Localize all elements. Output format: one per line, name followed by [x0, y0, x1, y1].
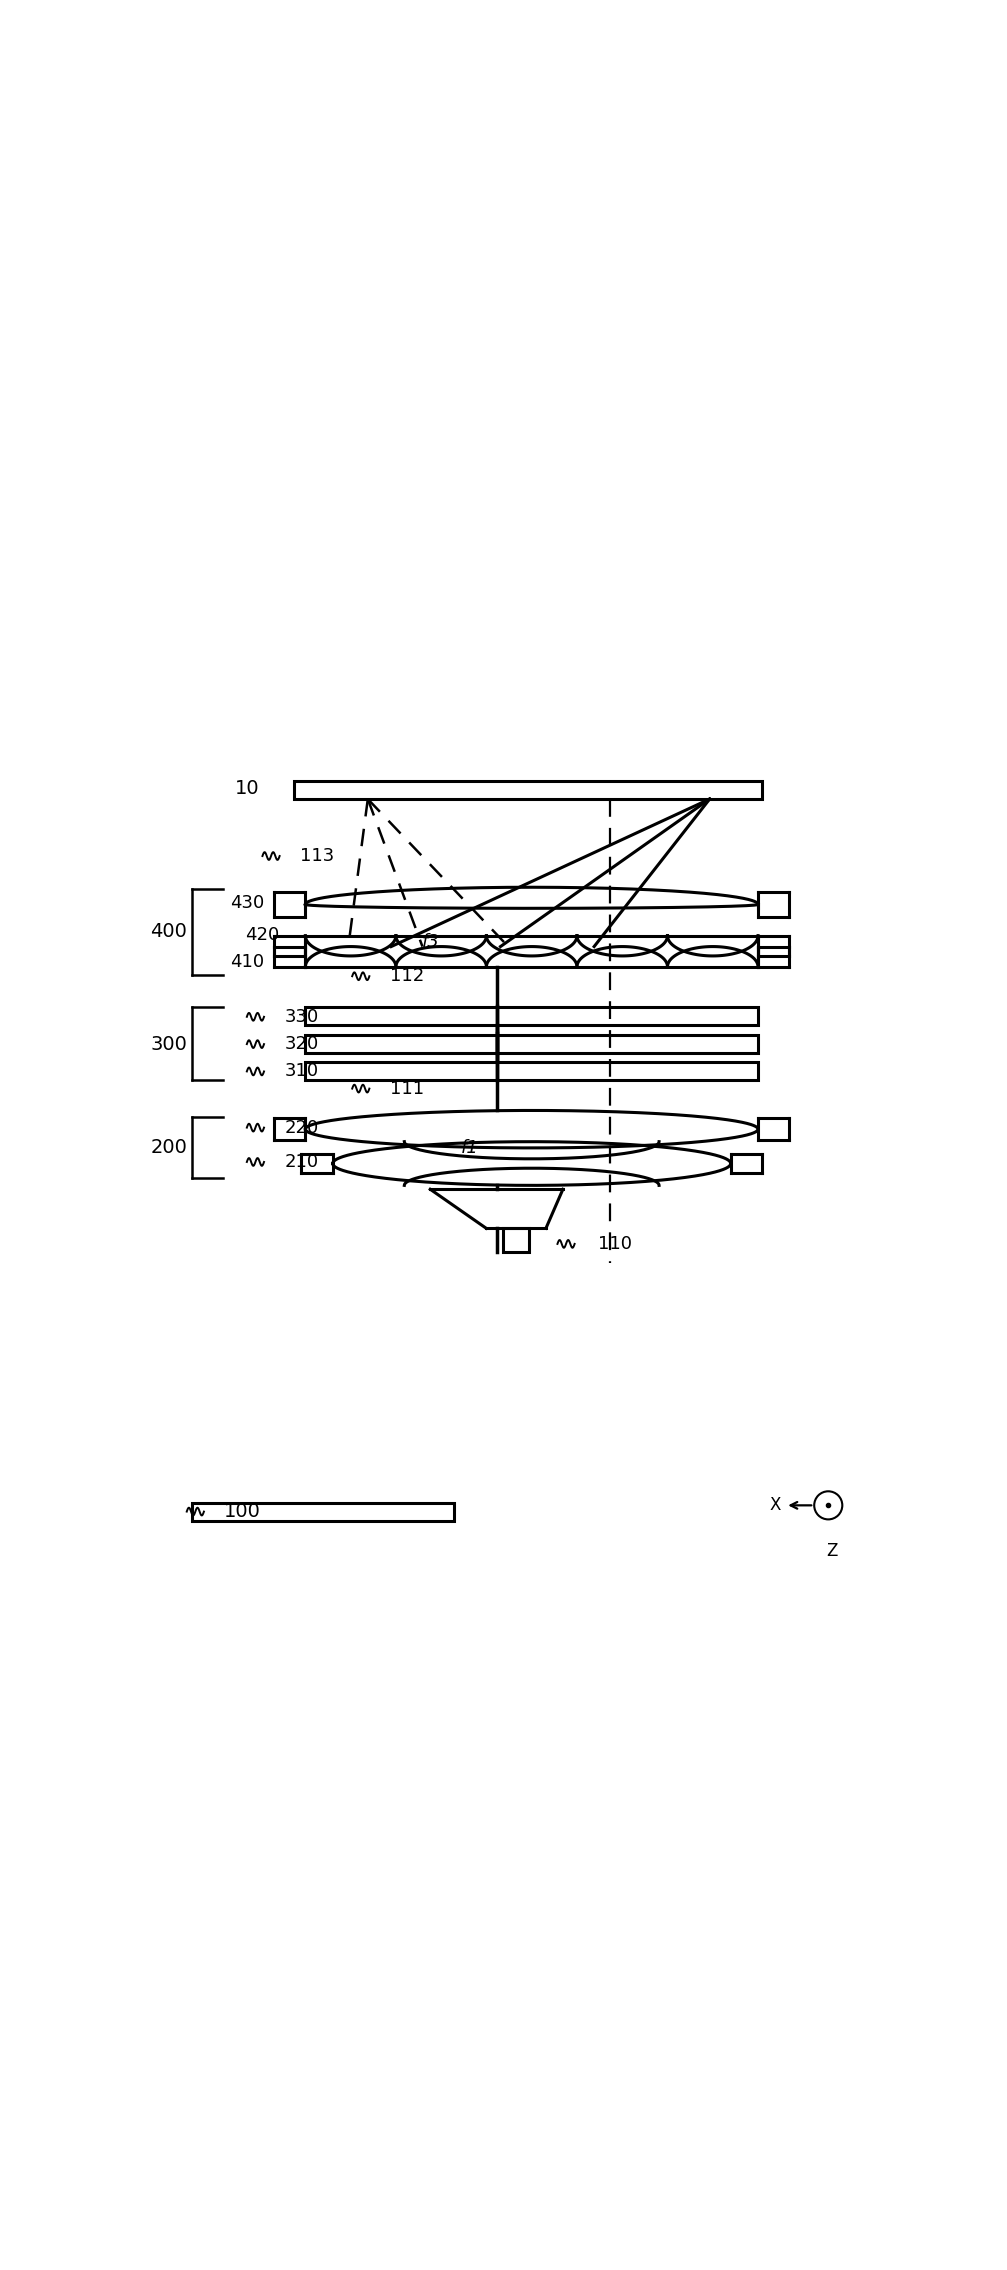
Text: 430: 430 — [230, 894, 264, 913]
Text: 111: 111 — [390, 1081, 424, 1099]
Text: 320: 320 — [284, 1035, 318, 1053]
Text: 410: 410 — [230, 953, 264, 972]
Bar — [192, 1503, 453, 1521]
Text: f3: f3 — [421, 933, 439, 951]
Bar — [305, 1035, 758, 1053]
Text: 330: 330 — [284, 1008, 318, 1026]
Text: 310: 310 — [284, 1062, 318, 1081]
Text: 100: 100 — [224, 1503, 260, 1521]
Text: 400: 400 — [150, 922, 187, 942]
Bar — [305, 1008, 758, 1026]
Text: 113: 113 — [300, 847, 334, 865]
Text: 300: 300 — [150, 1035, 187, 1053]
Circle shape — [815, 1491, 842, 1519]
Text: 112: 112 — [390, 967, 424, 985]
Text: f1: f1 — [460, 1140, 478, 1158]
Text: 210: 210 — [284, 1153, 318, 1171]
Text: X: X — [769, 1496, 780, 1514]
Bar — [305, 1062, 758, 1081]
Text: 220: 220 — [284, 1119, 318, 1137]
Bar — [294, 781, 762, 799]
Text: Z: Z — [827, 1541, 838, 1559]
Text: 10: 10 — [235, 779, 259, 799]
Text: 420: 420 — [246, 926, 280, 944]
Bar — [502, 1228, 530, 1251]
Text: 110: 110 — [598, 1235, 632, 1253]
Text: 200: 200 — [150, 1137, 187, 1158]
